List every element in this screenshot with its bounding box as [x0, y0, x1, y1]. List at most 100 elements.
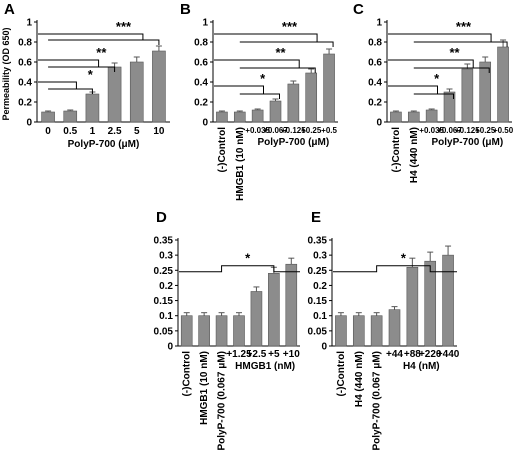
y-tick-label: 0	[321, 342, 327, 353]
x-tick-label: +0.5	[321, 126, 337, 135]
significance-bracket	[38, 33, 160, 45]
x-axis-label: PolyP-700 (μM)	[432, 137, 504, 148]
bar	[269, 100, 282, 123]
x-axis-label: HMGB1 (nM)	[235, 361, 295, 372]
x-tick-label: +0.25	[301, 126, 322, 135]
x-axis-label: PolyP-700 (μM)	[258, 137, 330, 148]
x-tick-label: +0.067	[437, 126, 462, 135]
x-tick-label: +0.125	[455, 126, 480, 135]
y-tick-label: 0.1	[159, 311, 173, 322]
significance-label: ***	[282, 19, 298, 34]
bar	[63, 110, 78, 123]
x-tick-label: +0.25	[475, 126, 496, 135]
bar	[233, 315, 245, 347]
bar	[424, 260, 437, 347]
y-tick-label: 0.2	[194, 98, 208, 109]
x-tick-label: +0.125	[281, 126, 306, 135]
bar	[216, 111, 228, 123]
y-tick-label: 0.2	[18, 98, 32, 109]
y-tick-label: 0.3	[313, 251, 327, 262]
bar	[406, 266, 419, 347]
y-tick-label: 0	[26, 118, 32, 129]
y-tick-label: 0.15	[154, 296, 174, 307]
x-tick-label: (-)Control	[336, 351, 347, 397]
bar	[233, 111, 246, 123]
y-tick-label: 0.4	[368, 78, 382, 89]
significance-label: *	[401, 251, 407, 266]
panel-label: E	[311, 209, 321, 226]
y-tick-label: 0.05	[154, 326, 174, 337]
y-tick-label: 1	[376, 18, 382, 29]
x-tick-label: +0.035	[419, 126, 444, 135]
x-tick-label: +44	[386, 349, 403, 360]
bar	[107, 66, 122, 123]
x-tick-label: +220	[419, 349, 442, 360]
bar	[497, 46, 509, 123]
y-tick-label: 0.6	[18, 58, 32, 69]
bar	[352, 315, 365, 347]
y-tick-label: 0	[202, 118, 208, 129]
bar	[305, 72, 318, 123]
panel-c: C00.20.40.60.81(-)Control H4 (440 nM) +0.0…	[353, 1, 514, 183]
bar	[287, 83, 300, 123]
x-tick-label: HMGB1 (10 nM)	[235, 127, 246, 201]
significance-label: ***	[456, 19, 472, 34]
bar	[85, 93, 100, 123]
bar	[390, 111, 402, 123]
x-tick-label: +88	[404, 349, 421, 360]
y-tick-label: 0.8	[194, 38, 208, 49]
panel-label: C	[353, 1, 364, 18]
y-tick-label: 0.4	[18, 78, 32, 89]
panel-e: E 0 0.05 0.1 0.15 0.2 0.25 0.3 0.35 (-)Control H4 …	[308, 209, 460, 451]
x-tick-label: 0	[45, 126, 51, 137]
x-tick-label: H4 (440 nM)	[409, 127, 420, 183]
bar	[370, 315, 383, 347]
panel-a: A 0 0.2 0.4 0.6 0.8 1 Permeability (OD 650) 0 0.5…	[1, 1, 170, 150]
x-tick-label: +0.50	[493, 126, 514, 135]
x-tick-label: H4 (440 nM)	[354, 351, 365, 407]
y-tick-label: 1	[26, 18, 32, 29]
bar	[251, 109, 264, 123]
y-tick-label: 0.6	[368, 58, 382, 69]
y-tick-label: 0.6	[194, 58, 208, 69]
x-tick-label: 2.5	[108, 126, 122, 137]
significance-bracket	[214, 33, 334, 47]
significance-bracket	[333, 265, 457, 273]
significance-label: *	[88, 67, 94, 82]
y-tick-label: 0.25	[308, 266, 328, 277]
x-tick-label: +440	[437, 349, 460, 360]
bar	[425, 109, 438, 123]
x-tick-label: +1.25	[226, 349, 252, 360]
y-tick-label: 0.2	[368, 98, 382, 109]
significance-label: *	[245, 251, 251, 266]
bar	[180, 315, 193, 347]
significance-bracket	[179, 265, 300, 273]
bar	[129, 61, 144, 123]
bar	[250, 291, 263, 347]
y-tick-label: 0.35	[308, 236, 328, 247]
y-tick-label: 0.25	[154, 266, 174, 277]
bar	[323, 53, 335, 123]
panel-label: D	[156, 209, 167, 226]
y-tick-label: 0.8	[18, 38, 32, 49]
significance-label: **	[276, 45, 287, 60]
significance-label: **	[96, 45, 107, 60]
x-tick-label: 5	[134, 126, 140, 137]
significance-bracket	[388, 33, 508, 47]
x-tick-label: 0.5	[63, 126, 77, 137]
significance-bracket	[38, 81, 93, 94]
x-tick-label: (-)Control	[391, 127, 402, 173]
bar	[41, 111, 55, 123]
x-tick-label: PolyP-700 (0.067 μM)	[217, 351, 228, 451]
bar	[388, 309, 401, 347]
x-tick-label: 1	[90, 126, 96, 137]
bar	[407, 111, 420, 123]
y-tick-label: 0	[167, 342, 173, 353]
x-tick-label: +2.5	[247, 349, 267, 360]
significance-label: *	[260, 71, 266, 86]
x-tick-label: PolyP-700 (0.067 μM)	[372, 351, 383, 451]
panel-label: B	[180, 1, 191, 18]
panel-b: B00.20.40.60.81(-)Control HMGB1 (10 nM) +0…	[180, 1, 338, 201]
y-tick-label: 1	[202, 18, 208, 29]
